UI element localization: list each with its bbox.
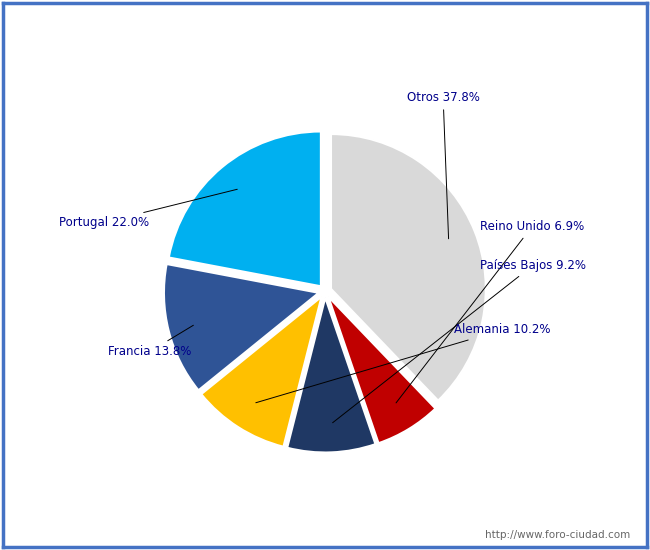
Wedge shape — [331, 134, 486, 400]
Text: Otros 37.8%: Otros 37.8% — [407, 91, 480, 239]
Wedge shape — [202, 296, 322, 447]
Text: Portugal 22.0%: Portugal 22.0% — [58, 189, 237, 229]
Wedge shape — [169, 131, 321, 287]
Wedge shape — [287, 298, 376, 453]
Wedge shape — [328, 297, 436, 443]
Text: http://www.foro-ciudad.com: http://www.foro-ciudad.com — [486, 530, 630, 540]
Wedge shape — [164, 264, 318, 390]
Text: Zafra - Turistas extranjeros según país - Octubre de 2024: Zafra - Turistas extranjeros según país … — [87, 12, 563, 30]
Text: Países Bajos 9.2%: Países Bajos 9.2% — [333, 259, 586, 423]
Text: Reino Unido 6.9%: Reino Unido 6.9% — [396, 220, 584, 403]
Text: Alemania 10.2%: Alemania 10.2% — [256, 323, 551, 403]
Text: Francia 13.8%: Francia 13.8% — [109, 325, 193, 358]
